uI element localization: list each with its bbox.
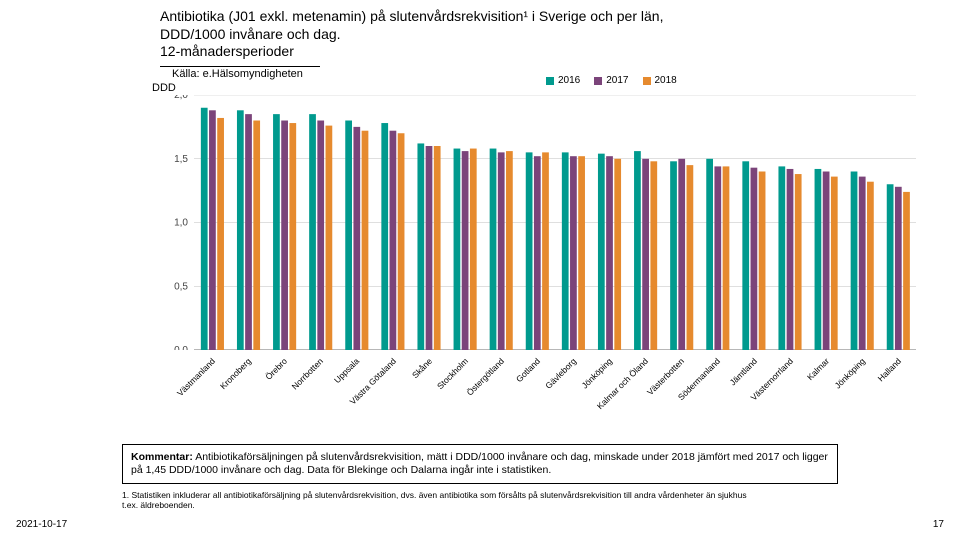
x-label: Jämtland xyxy=(727,356,758,387)
page-number: 17 xyxy=(933,519,944,530)
legend-swatch-2018 xyxy=(643,77,651,85)
y-axis-title: DDD xyxy=(152,82,176,94)
x-label: Skåne xyxy=(410,356,434,380)
x-label: Norrbotten xyxy=(290,356,325,391)
svg-text:1,0: 1,0 xyxy=(174,218,188,229)
svg-text:2,0: 2,0 xyxy=(174,95,188,101)
x-label: Jönköping xyxy=(832,356,866,390)
legend: 2016 2017 2018 xyxy=(546,75,677,86)
legend-item-2016: 2016 xyxy=(546,75,580,86)
x-label: Gotland xyxy=(514,356,542,384)
legend-item-2018: 2018 xyxy=(643,75,677,86)
chart-svg: 0,0 0,5 1,0 1,5 2,0 xyxy=(170,95,920,350)
title-line-2: DDD/1000 invånare och dag. xyxy=(160,26,800,44)
x-axis-labels: VästmanlandKronoberg ÖrebroNorrbottenUpps… xyxy=(170,352,920,442)
x-label: Uppsala xyxy=(332,356,361,385)
svg-text:1,5: 1,5 xyxy=(174,154,188,165)
legend-swatch-2016 xyxy=(546,77,554,85)
comment-label: Kommentar: xyxy=(131,451,193,463)
title-line-3: 12-månadersperioder xyxy=(160,43,800,61)
legend-swatch-2017 xyxy=(594,77,602,85)
page: Antibiotika (J01 exkl. metenamin) på slu… xyxy=(0,0,960,540)
x-label: Östergötland xyxy=(464,356,505,397)
chart-title: Antibiotika (J01 exkl. metenamin) på slu… xyxy=(160,8,800,61)
title-line-1: Antibiotika (J01 exkl. metenamin) på slu… xyxy=(160,8,800,26)
x-label: Jönköping xyxy=(580,356,614,390)
legend-item-2017: 2017 xyxy=(594,75,628,86)
x-label: Gävleborg xyxy=(543,356,578,391)
x-label: Halland xyxy=(876,356,903,383)
title-underline xyxy=(160,66,320,67)
comment-text: Antibiotikaförsäljningen på slutenvårdsr… xyxy=(131,451,828,476)
x-label: Örebro xyxy=(264,356,290,382)
chart-plot: 0,0 0,5 1,0 1,5 2,0 xyxy=(170,95,920,350)
x-label: Stockholm xyxy=(435,356,470,391)
legend-label-2017: 2017 xyxy=(606,75,628,86)
source-label: Källa: e.Hälsomyndigheten xyxy=(172,68,303,80)
comment-box: Kommentar: Antibiotikaförsäljningen på s… xyxy=(122,444,838,484)
legend-label-2016: 2016 xyxy=(558,75,580,86)
legend-label-2018: 2018 xyxy=(655,75,677,86)
x-label: Västmanland xyxy=(175,356,217,398)
page-date: 2021-10-17 xyxy=(16,519,67,530)
footnote: 1. Statistiken inkluderar all antibiotik… xyxy=(122,490,752,510)
svg-text:0,0: 0,0 xyxy=(174,345,188,350)
x-label: Kronoberg xyxy=(218,356,253,391)
svg-text:0,5: 0,5 xyxy=(174,281,188,292)
x-label: Kalmar xyxy=(805,356,831,382)
